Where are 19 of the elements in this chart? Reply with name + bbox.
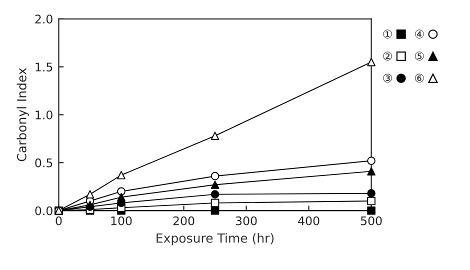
legend-label: ② [383,52,392,61]
x-tick-label: 400 [298,216,320,226]
x-tick-label: 0 [56,216,62,226]
legend-label: ③ [383,74,392,83]
y-tick-label: 1.0 [36,110,52,120]
legend-label: ④ [414,30,424,38]
y-tick-label: 1.5 [36,62,52,72]
x-tick-label: 500 [360,216,382,226]
x-tick-label: 300 [236,216,257,226]
x-axis-title: Exposure Time (hr) [156,233,274,246]
legend-label: ⑤ [414,52,424,61]
x-tick-label: 200 [173,216,194,226]
y-tick-label: 0.5 [35,158,52,168]
y-axis-title: Carbonyl Index [16,68,29,162]
x-tick-label: 100 [111,216,132,226]
y-tick-label: 0.0 [35,206,52,216]
y-tick-label: 2.0 [35,14,52,24]
legend-label: ① [383,30,392,38]
legend-label: ⑥ [414,74,424,83]
